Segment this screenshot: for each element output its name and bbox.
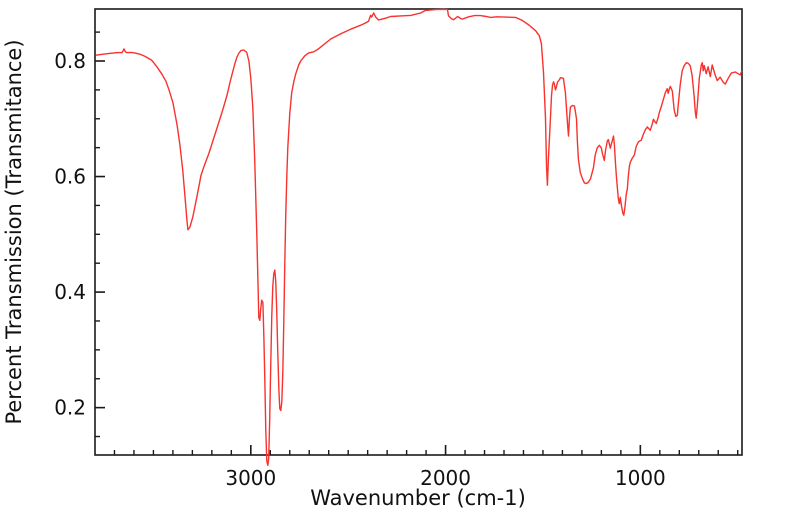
y-tick-label: 0.4 bbox=[54, 280, 86, 304]
y-tick-label: 0.8 bbox=[54, 49, 86, 73]
x-tick-label: 1000 bbox=[615, 466, 666, 490]
x-tick-label: 3000 bbox=[225, 466, 276, 490]
spectrum-line bbox=[95, 8, 743, 467]
y-axis-label: Percent Transmission (Transmitance) bbox=[2, 39, 26, 424]
y-tick-label: 0.2 bbox=[54, 396, 86, 420]
x-axis-label: Wavenumber (cm-1) bbox=[310, 486, 526, 510]
x-tick-label: 2000 bbox=[420, 466, 471, 490]
y-tick-label: 0.6 bbox=[54, 165, 86, 189]
plot-frame bbox=[94, 8, 743, 456]
